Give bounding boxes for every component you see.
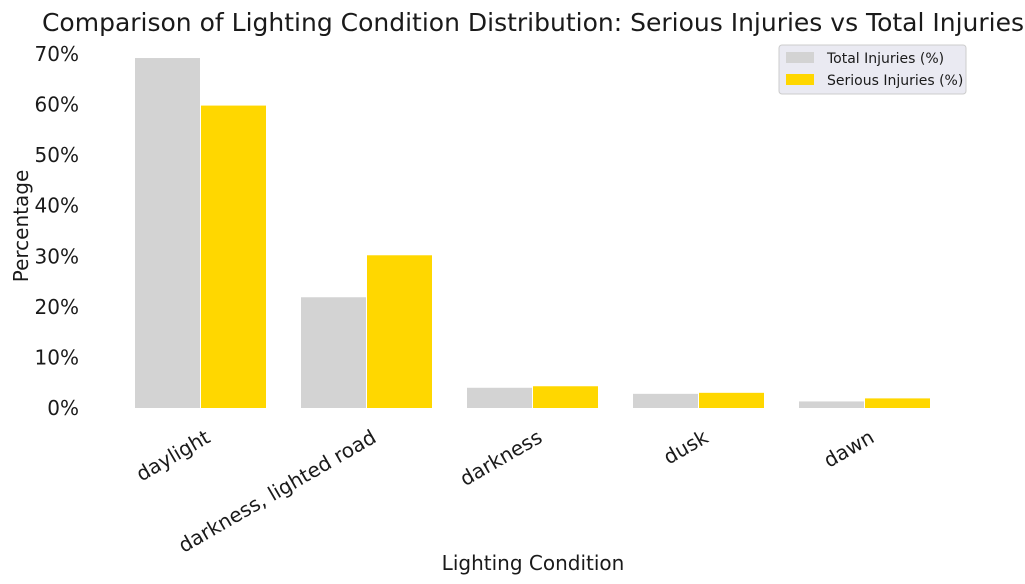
- bar-serious-1: [367, 255, 432, 408]
- bar-total-2: [467, 387, 532, 408]
- bar-serious-4: [865, 398, 930, 408]
- y-tick-label: 60%: [35, 93, 79, 117]
- legend-swatch-serious: [786, 74, 814, 85]
- legend-box: [778, 44, 967, 95]
- x-tick-label: darkness: [456, 425, 546, 491]
- x-tick-label: dusk: [659, 425, 712, 470]
- y-tick-label: 70%: [35, 42, 79, 66]
- y-tick-label: 10%: [35, 345, 79, 369]
- legend-label-serious: Serious Injuries (%): [827, 73, 963, 89]
- bar-serious-0: [201, 105, 266, 408]
- legend: Total Injuries (%) Serious Injuries (%): [778, 44, 967, 95]
- bar-total-3: [633, 393, 698, 408]
- bar-serious-2: [533, 386, 598, 408]
- bar-total-0: [135, 58, 200, 408]
- y-tick-label: 40%: [35, 194, 79, 218]
- y-axis-label: Percentage: [9, 170, 33, 283]
- x-axis-label: Lighting Condition: [442, 551, 625, 575]
- bar-marks: [135, 58, 930, 408]
- legend-swatch-total: [786, 52, 814, 63]
- y-tick-label: 50%: [35, 143, 79, 167]
- bar-total-1: [301, 297, 366, 408]
- x-tick-label: dawn: [819, 425, 878, 473]
- y-tick-label: 20%: [35, 295, 79, 319]
- legend-label-total: Total Injuries (%): [826, 51, 944, 67]
- bar-total-4: [799, 401, 864, 408]
- y-tick-labels: 0% 10% 20% 30% 40% 50% 60% 70%: [35, 42, 79, 420]
- bar-serious-3: [699, 392, 764, 408]
- chart-title: Comparison of Lighting Condition Distrib…: [42, 8, 1024, 37]
- x-tick-label: daylight: [132, 425, 214, 486]
- y-tick-label: 0%: [47, 396, 79, 420]
- y-tick-label: 30%: [35, 244, 79, 268]
